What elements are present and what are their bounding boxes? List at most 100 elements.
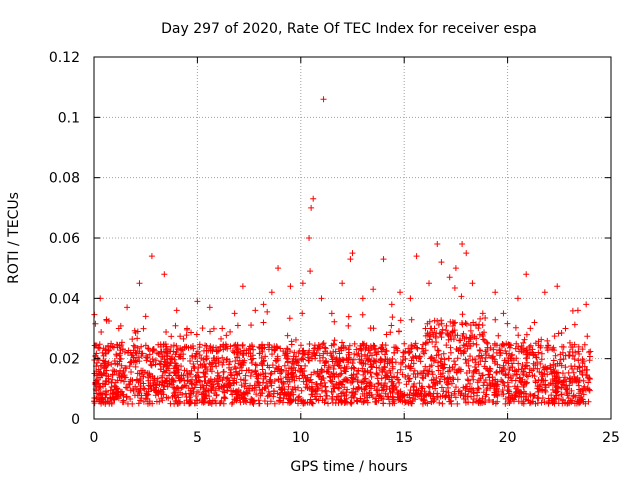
- data-point: [466, 367, 473, 374]
- data-point: [535, 395, 542, 402]
- data-point: [91, 398, 98, 405]
- data-point: [188, 380, 195, 387]
- data-point: [431, 396, 438, 403]
- data-point: [378, 345, 385, 352]
- data-point: [218, 383, 225, 390]
- data-point: [532, 351, 539, 358]
- data-point: [108, 361, 115, 368]
- data-point: [447, 344, 454, 351]
- data-point: [337, 365, 344, 372]
- x-tick-label: 0: [90, 430, 99, 446]
- data-point: [92, 380, 99, 387]
- data-point: [397, 366, 404, 373]
- data-point: [486, 374, 493, 381]
- data-point: [329, 378, 336, 385]
- data-point: [206, 397, 213, 404]
- data-point: [259, 386, 266, 393]
- data-point: [124, 304, 131, 311]
- data-point: [302, 384, 309, 391]
- data-point: [449, 375, 456, 382]
- data-point: [278, 367, 285, 374]
- data-point: [421, 397, 428, 404]
- data-point: [191, 353, 198, 360]
- data-point: [441, 361, 448, 368]
- data-point: [260, 357, 267, 364]
- data-point: [492, 387, 499, 394]
- data-point: [462, 342, 469, 349]
- data-point: [191, 400, 198, 407]
- data-point: [100, 345, 107, 352]
- data-point: [445, 331, 452, 338]
- data-point: [196, 351, 203, 358]
- data-point: [541, 398, 548, 405]
- data-point: [476, 331, 483, 338]
- data-point: [272, 357, 279, 364]
- data-point: [452, 265, 459, 272]
- data-point: [223, 375, 230, 382]
- data-point: [177, 333, 184, 340]
- data-point: [173, 349, 180, 356]
- data-point: [338, 370, 345, 377]
- data-point: [438, 384, 445, 391]
- data-point: [200, 399, 207, 406]
- data-point: [422, 391, 429, 398]
- data-point: [193, 331, 200, 338]
- data-point: [199, 325, 206, 332]
- data-point: [502, 371, 509, 378]
- data-point: [429, 371, 436, 378]
- data-point: [284, 359, 291, 366]
- data-point: [474, 379, 481, 386]
- data-point: [234, 388, 241, 395]
- data-point: [391, 349, 398, 356]
- data-point: [409, 353, 416, 360]
- data-point: [248, 322, 255, 329]
- data-point: [537, 342, 544, 349]
- data-point: [462, 356, 469, 363]
- data-point: [161, 382, 168, 389]
- data-point: [184, 371, 191, 378]
- data-point: [253, 391, 260, 398]
- data-point: [112, 383, 119, 390]
- data-point: [280, 348, 287, 355]
- data-point: [145, 391, 152, 398]
- data-point: [397, 289, 404, 296]
- data-point: [392, 359, 399, 366]
- data-point: [353, 386, 360, 393]
- data-point: [349, 250, 356, 257]
- data-point: [552, 352, 559, 359]
- data-point: [457, 337, 464, 344]
- data-point: [368, 373, 375, 380]
- data-point: [373, 351, 380, 358]
- data-point: [318, 387, 325, 394]
- data-point: [445, 355, 452, 362]
- data-point: [173, 307, 180, 314]
- data-point: [121, 372, 128, 379]
- data-point: [346, 342, 353, 349]
- data-point: [479, 372, 486, 379]
- data-point: [259, 348, 266, 355]
- data-point: [231, 375, 238, 382]
- data-point: [579, 346, 586, 353]
- data-point: [334, 384, 341, 391]
- data-point: [207, 328, 214, 335]
- data-point: [388, 301, 395, 308]
- data-point: [509, 395, 516, 402]
- data-point: [351, 391, 358, 398]
- data-point: [529, 372, 536, 379]
- data-point: [187, 344, 194, 351]
- data-point: [358, 346, 365, 353]
- data-point: [475, 385, 482, 392]
- data-point: [425, 391, 432, 398]
- data-point: [214, 380, 221, 387]
- data-point: [353, 346, 360, 353]
- data-point: [503, 340, 510, 347]
- data-point: [363, 342, 370, 349]
- data-point: [93, 342, 100, 349]
- data-point: [467, 353, 474, 360]
- data-point: [475, 325, 482, 332]
- data-point: [331, 374, 338, 381]
- data-point: [380, 256, 387, 263]
- data-point: [114, 360, 121, 367]
- data-point: [150, 347, 157, 354]
